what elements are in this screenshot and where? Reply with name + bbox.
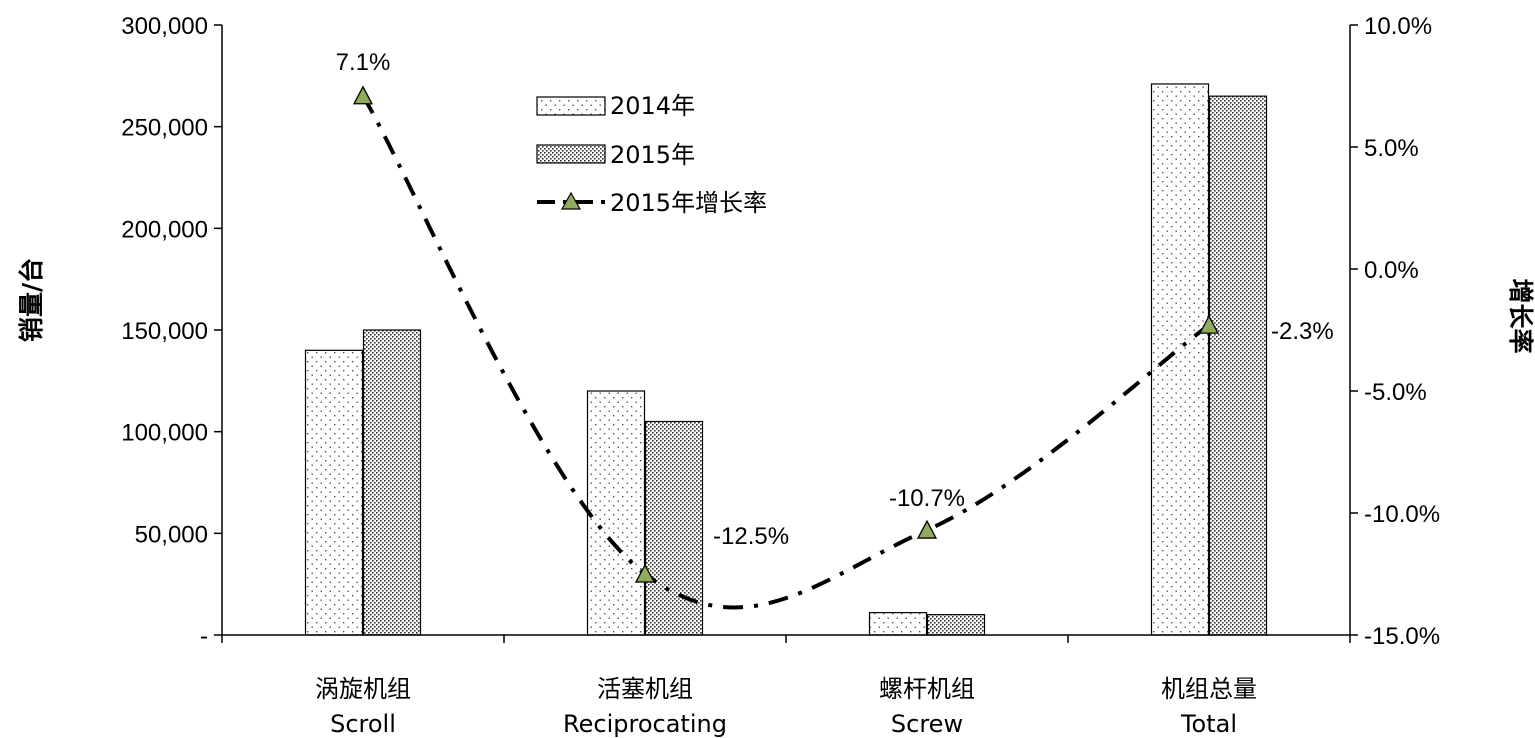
bar-2014-total: [1150, 83, 1210, 636]
y-tick-label-right: 10.0%: [1364, 13, 1432, 40]
x-category-label-cn: 涡旋机组: [315, 675, 411, 703]
bar-2015-scroll: [362, 329, 422, 636]
y-tick-label-right: -15.0%: [1364, 623, 1440, 650]
x-category-label-en: Total: [1180, 710, 1237, 738]
y-axis-title-left: 销量/台: [17, 258, 46, 342]
bar-2015-total: [1208, 95, 1268, 636]
legend-swatch-2014: [536, 96, 606, 116]
growth-marker-screw: [916, 519, 938, 539]
y-tick-label-left: 150,000: [121, 318, 208, 345]
growth-marker-total: [1198, 314, 1220, 334]
growth-marker-reciprocating: [634, 563, 656, 583]
legend-label-2014: 2014年: [610, 92, 695, 120]
labels-layer: 涡旋机组 Scroll 活塞机组 Reciprocating 螺杆机组 Screw 机组总量…: [315, 675, 1257, 738]
y-tick-label-left: 200,000: [121, 216, 208, 243]
growth-data-label: 7.1%: [336, 49, 391, 76]
growth-marker-scroll: [352, 85, 374, 105]
bars-layer: [304, 83, 1268, 636]
bar-2015-screw: [926, 614, 986, 636]
y-axis-title-right: 增长率: [1506, 278, 1535, 353]
x-category-label-en: Screw: [891, 710, 963, 738]
growth-data-label: -10.7%: [889, 485, 965, 512]
y-tick-label-right: -10.0%: [1364, 501, 1440, 528]
y-tick-label-left: -: [200, 623, 208, 650]
legend-marker-growth: [560, 191, 582, 210]
y-tick-label-right: -5.0%: [1364, 379, 1427, 406]
x-category-label-cn: 螺杆机组: [879, 675, 975, 703]
bar-2014-screw: [868, 612, 928, 636]
y-tick-label-left: 50,000: [135, 521, 208, 548]
axes-layer: - 50,000 100,000 150,000 200,000 250,000 300,0…: [121, 13, 1440, 650]
y-tick-label-right: 5.0%: [1364, 135, 1419, 162]
y-tick-label-right: 0.0%: [1364, 257, 1419, 284]
legend-swatch-2015: [536, 144, 606, 164]
legend: 2014年 2015年 2015年增长率: [536, 92, 767, 217]
legend-label-growth: 2015年增长率: [610, 189, 767, 217]
growth-data-label: -2.3%: [1271, 318, 1334, 345]
y-tick-label-left: 300,000: [121, 13, 208, 40]
growth-line-layer: 7.1% -12.5% -10.7% -2.3%: [336, 49, 1334, 610]
x-category-label-cn: 机组总量: [1161, 675, 1257, 703]
x-category-label-en: Reciprocating: [563, 710, 727, 738]
bar-2014-reciprocating: [586, 390, 646, 636]
y-tick-label-left: 100,000: [121, 420, 208, 447]
growth-data-label: -12.5%: [713, 523, 789, 550]
y-tick-label-left: 250,000: [121, 115, 208, 142]
bar-2014-scroll: [304, 349, 364, 636]
legend-label-2015: 2015年: [610, 141, 695, 169]
x-category-label-cn: 活塞机组: [597, 675, 693, 703]
x-category-label-en: Scroll: [330, 710, 396, 738]
